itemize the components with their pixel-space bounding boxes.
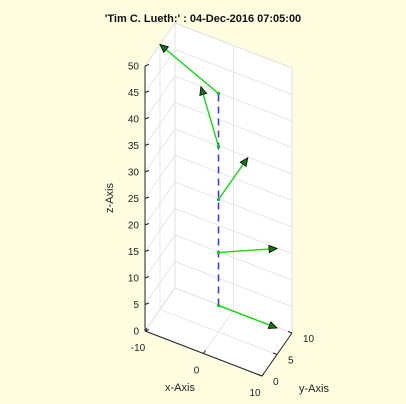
z-tick-label: 35 — [128, 141, 140, 152]
y-tick — [272, 352, 278, 355]
z-tick-label: 15 — [128, 247, 140, 258]
vector-origin — [217, 251, 220, 254]
data-layer — [159, 43, 278, 329]
x-axis-label: x-Axis — [165, 382, 195, 394]
z-tick — [144, 223, 150, 226]
x-tick — [261, 372, 265, 377]
y-axis-label: y-Axis — [299, 383, 329, 395]
vector-line — [159, 44, 219, 94]
y-tick — [287, 331, 293, 334]
chart-title: 'Tim C. Lueth:' : 04-Dec-2016 07:05:00 — [105, 13, 301, 25]
z-tick — [144, 302, 150, 305]
x-tick — [203, 350, 206, 354]
y-tick-label: 0 — [273, 377, 279, 388]
x-tick-label: -10 — [131, 343, 146, 354]
z-tick — [144, 90, 150, 93]
z-tick-label: 5 — [133, 300, 139, 311]
vector-origin — [217, 145, 220, 148]
z-tick-label: 30 — [128, 168, 140, 179]
vector-arrowhead — [268, 244, 278, 254]
vector-line — [217, 157, 249, 200]
x-tick-label: 10 — [249, 388, 261, 399]
grid-line-y — [159, 44, 278, 355]
grid-line-y — [174, 23, 293, 334]
vector-origin — [217, 304, 220, 307]
vector-arrowhead — [239, 157, 249, 168]
vector-origin — [217, 198, 220, 201]
y-tick — [257, 374, 263, 377]
z-tick — [144, 143, 150, 146]
y-tick-label: 5 — [288, 356, 294, 367]
z-tick-label: 25 — [128, 194, 140, 205]
z-tick-label: 10 — [128, 274, 140, 285]
z-tick-label: 0 — [133, 327, 139, 338]
z-axis-label: z-Axis — [104, 183, 116, 213]
z-tick — [144, 276, 150, 279]
vector-origin — [217, 92, 220, 95]
z-tick-label: 50 — [128, 62, 140, 73]
z-tick — [144, 249, 150, 252]
vector-arrowhead — [199, 85, 208, 96]
z-tick — [144, 117, 150, 120]
vector-line — [218, 304, 278, 329]
x-tick-label: 0 — [194, 366, 200, 377]
z-tick-label: 45 — [128, 88, 140, 99]
vector-line — [200, 86, 220, 147]
vector-arrowhead — [267, 321, 278, 329]
z-tick — [144, 170, 150, 173]
z-tick-label: 40 — [128, 115, 140, 126]
y-tick-label: 10 — [303, 334, 315, 345]
vector-line — [218, 247, 278, 254]
z-tick-label: 20 — [128, 221, 140, 232]
z-tick — [144, 196, 150, 199]
z-tick — [144, 64, 150, 67]
vector-arrowhead — [159, 43, 170, 54]
x-tick — [144, 327, 148, 332]
